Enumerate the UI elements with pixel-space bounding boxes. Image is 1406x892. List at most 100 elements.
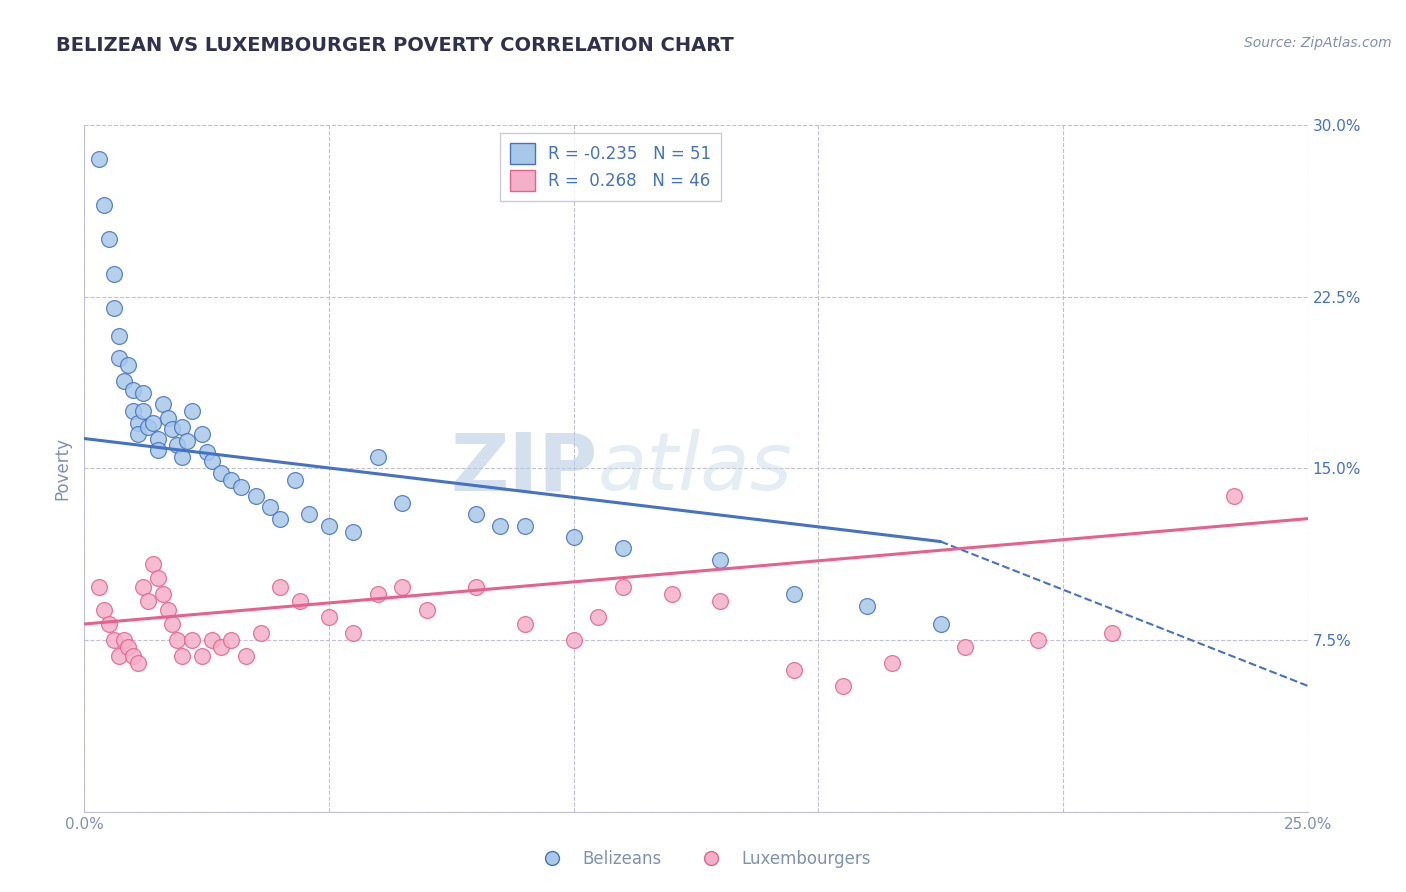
Point	[367, 450, 389, 464]
Point	[93, 198, 115, 212]
Point	[783, 587, 806, 601]
Point	[209, 640, 232, 654]
Point	[166, 438, 188, 452]
Point	[166, 633, 188, 648]
Point	[489, 518, 512, 533]
Point	[107, 328, 129, 343]
Point	[219, 633, 242, 648]
Point	[200, 454, 222, 468]
Point	[342, 626, 364, 640]
Point	[146, 432, 169, 446]
Point	[191, 648, 214, 663]
Point	[367, 587, 389, 601]
Point	[181, 404, 204, 418]
Point	[132, 404, 155, 418]
Point	[136, 420, 159, 434]
Point	[856, 599, 879, 613]
Point	[1101, 626, 1123, 640]
Point	[391, 495, 413, 509]
Legend: R = -0.235   N = 51, R =  0.268   N = 46: R = -0.235 N = 51, R = 0.268 N = 46	[499, 133, 721, 201]
Point	[107, 648, 129, 663]
Point	[87, 153, 110, 167]
Point	[391, 580, 413, 594]
Point	[97, 617, 120, 632]
Point	[107, 351, 129, 366]
Point	[464, 507, 486, 521]
Point	[259, 500, 281, 515]
Point	[162, 422, 184, 436]
Point	[172, 450, 194, 464]
Point	[783, 663, 806, 677]
Point	[103, 633, 125, 648]
Point	[513, 617, 536, 632]
Point	[146, 442, 169, 457]
Point	[612, 580, 634, 594]
Point	[1223, 489, 1246, 503]
Point	[136, 594, 159, 608]
Point	[152, 587, 174, 601]
Point	[298, 507, 321, 521]
Point	[709, 594, 731, 608]
Point	[586, 610, 609, 624]
Point	[127, 416, 149, 430]
Point	[103, 301, 125, 315]
Point	[127, 656, 149, 670]
Point	[122, 384, 145, 398]
Point	[117, 640, 139, 654]
Point	[245, 489, 267, 503]
Text: Source: ZipAtlas.com: Source: ZipAtlas.com	[1244, 36, 1392, 50]
Point	[612, 541, 634, 556]
Point	[416, 603, 439, 617]
Y-axis label: Poverty: Poverty	[53, 437, 72, 500]
Point	[142, 558, 165, 572]
Point	[219, 473, 242, 487]
Point	[209, 466, 232, 480]
Point	[112, 374, 135, 388]
Point	[93, 603, 115, 617]
Point	[229, 480, 252, 494]
Point	[318, 518, 340, 533]
Point	[191, 426, 214, 441]
Point	[132, 580, 155, 594]
Point	[562, 530, 585, 544]
Point	[562, 633, 585, 648]
Text: ZIP: ZIP	[451, 429, 598, 508]
Point	[87, 580, 110, 594]
Point	[661, 587, 683, 601]
Point	[831, 679, 853, 693]
Point	[172, 648, 194, 663]
Point	[342, 525, 364, 540]
Point	[513, 518, 536, 533]
Point	[235, 648, 257, 663]
Text: BELIZEAN VS LUXEMBOURGER POVERTY CORRELATION CHART: BELIZEAN VS LUXEMBOURGER POVERTY CORRELA…	[56, 36, 734, 54]
Point	[103, 267, 125, 281]
Point	[152, 397, 174, 411]
Point	[112, 633, 135, 648]
Point	[249, 626, 271, 640]
Point	[127, 426, 149, 441]
Point	[132, 385, 155, 400]
Point	[172, 420, 194, 434]
Point	[176, 434, 198, 448]
Point	[269, 511, 291, 525]
Point	[122, 404, 145, 418]
Point	[117, 358, 139, 373]
Point	[97, 232, 120, 246]
Point	[200, 633, 222, 648]
Point	[1028, 633, 1050, 648]
Legend: Belizeans, Luxembourgers: Belizeans, Luxembourgers	[529, 844, 877, 875]
Point	[195, 445, 218, 459]
Text: atlas: atlas	[598, 429, 793, 508]
Point	[288, 594, 311, 608]
Point	[142, 416, 165, 430]
Point	[464, 580, 486, 594]
Point	[269, 580, 291, 594]
Point	[929, 617, 952, 632]
Point	[156, 603, 179, 617]
Point	[162, 617, 184, 632]
Point	[122, 648, 145, 663]
Point	[156, 411, 179, 425]
Point	[181, 633, 204, 648]
Point	[709, 553, 731, 567]
Point	[880, 656, 903, 670]
